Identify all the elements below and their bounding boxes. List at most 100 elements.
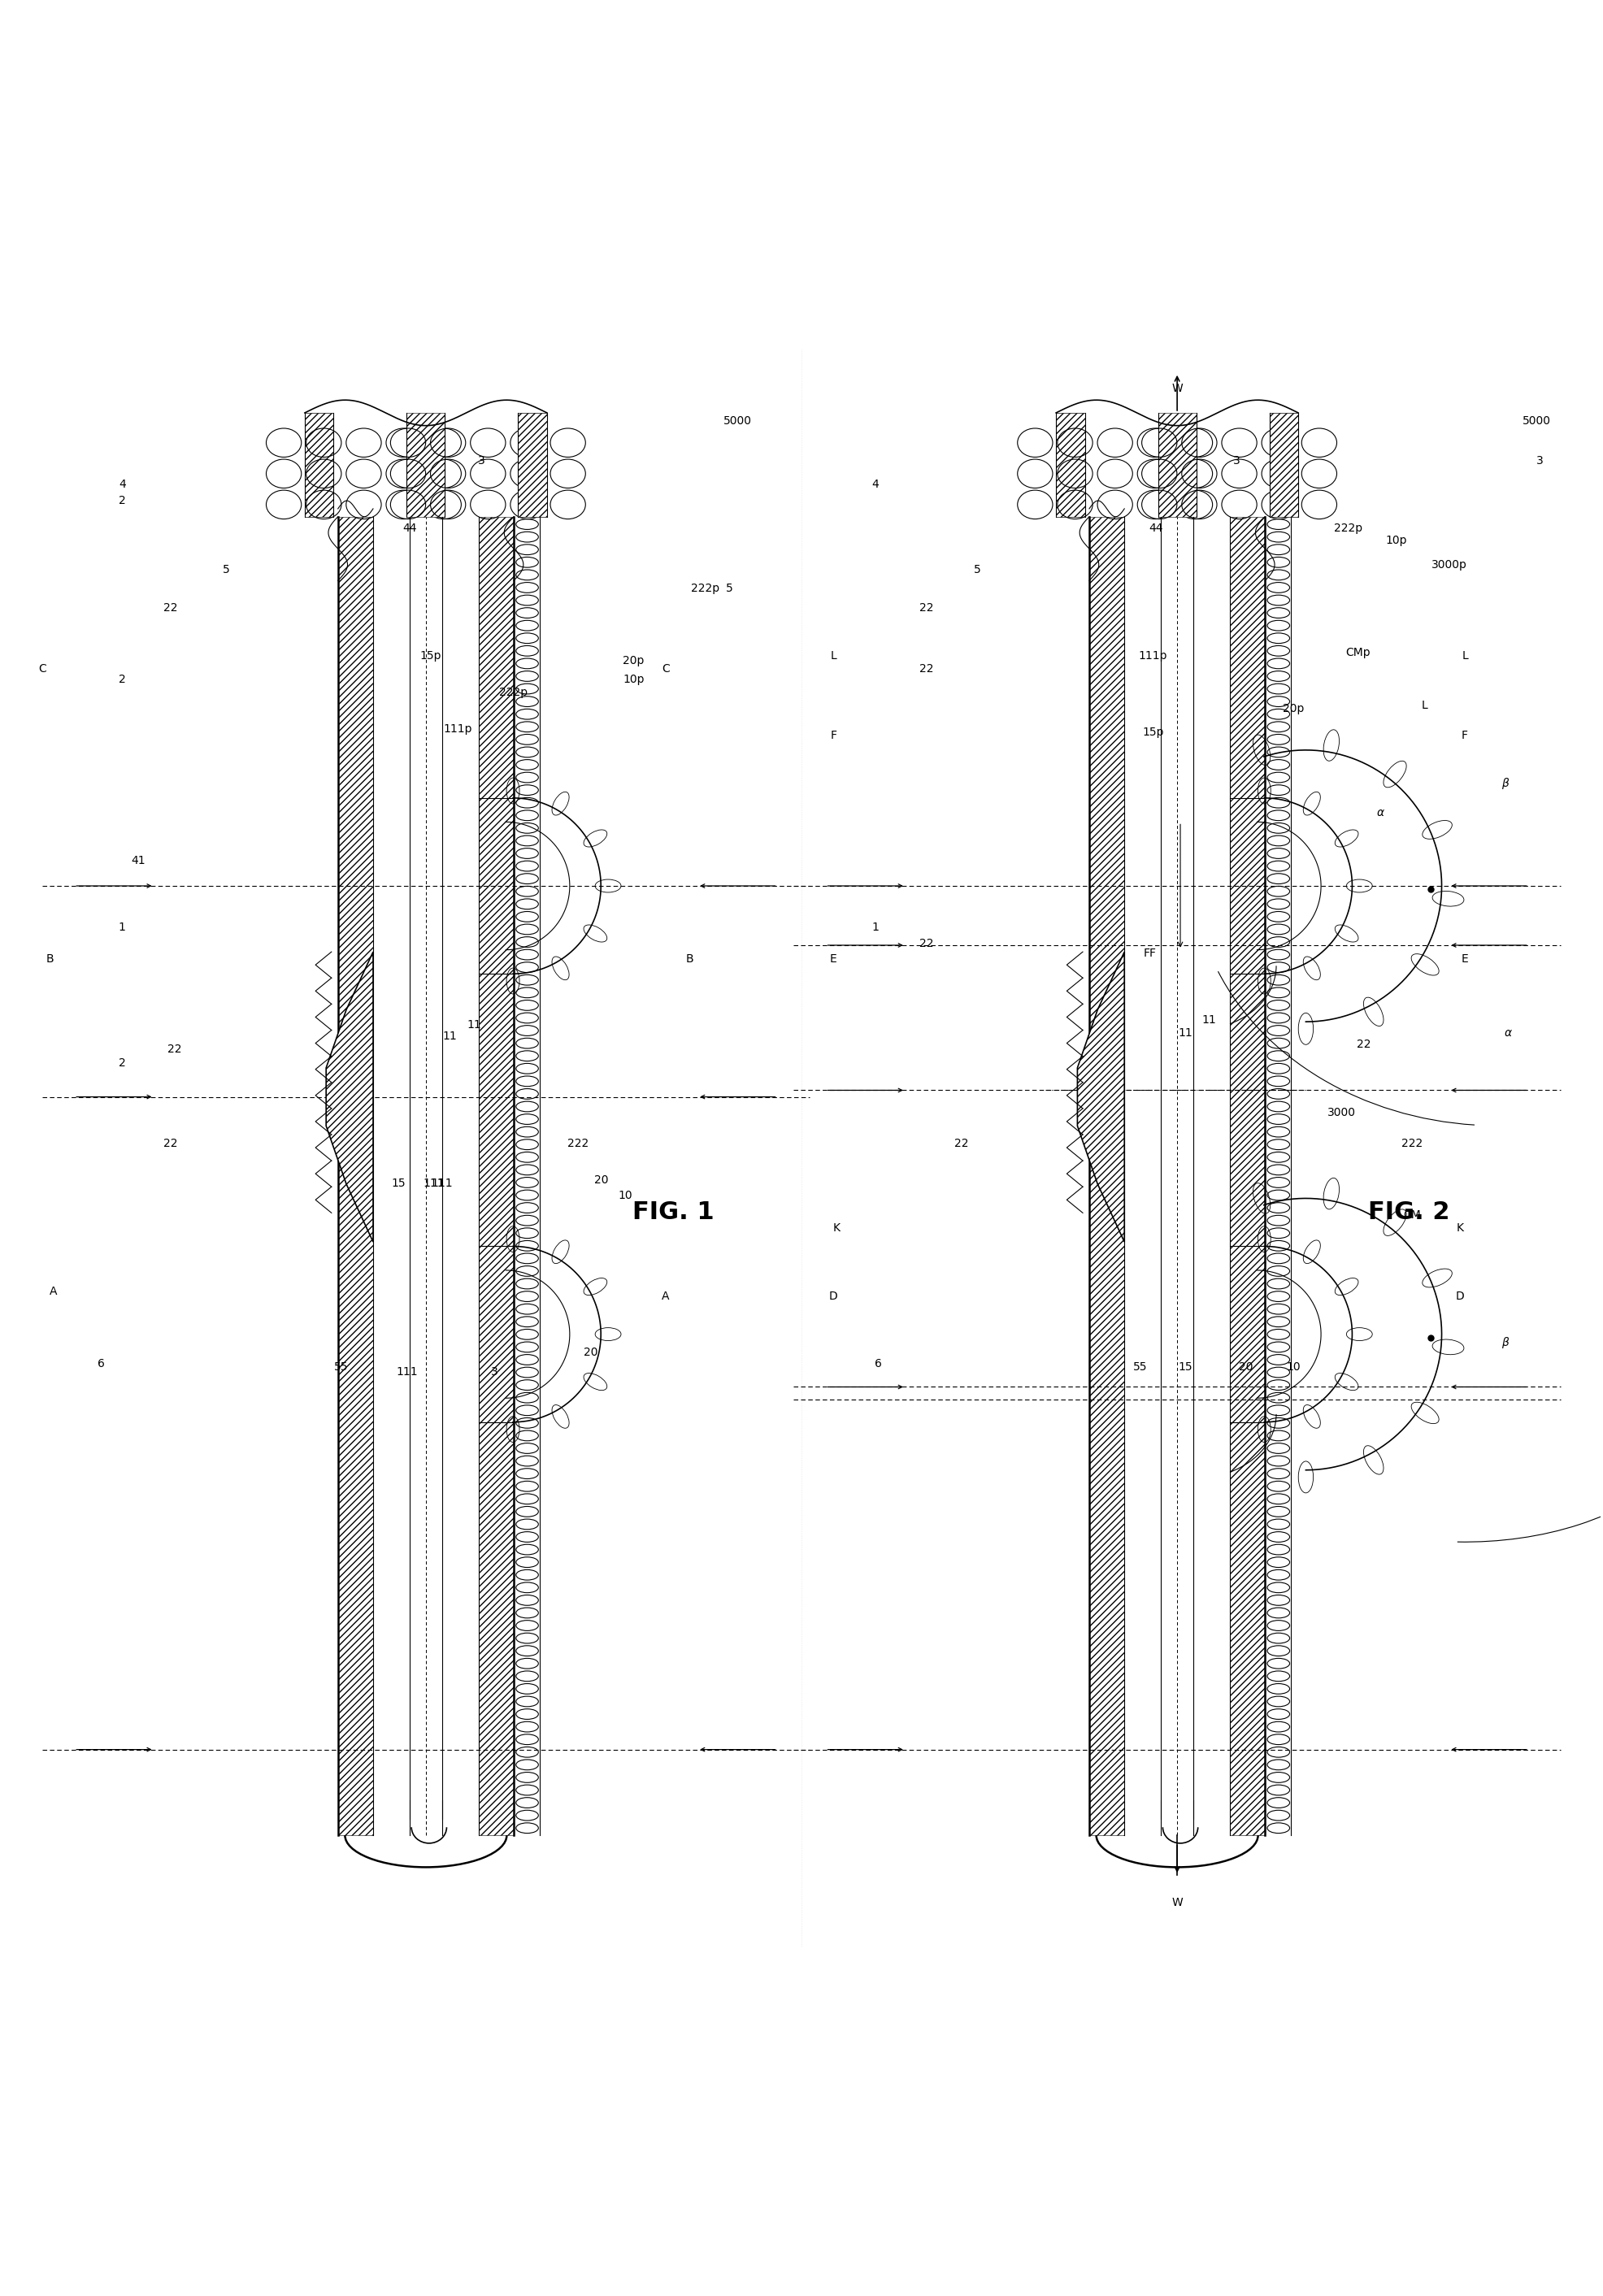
Text: 22: 22	[1358, 1038, 1371, 1049]
Text: C: C	[38, 664, 46, 675]
Text: 222p: 222p	[500, 687, 527, 698]
Polygon shape	[1077, 953, 1124, 1242]
Text: CMp: CMp	[1345, 647, 1371, 659]
Text: B: B	[686, 953, 694, 964]
Text: 3: 3	[1536, 455, 1544, 466]
Text: 2: 2	[119, 1058, 125, 1070]
Text: 3: 3	[478, 455, 486, 466]
Text: 15p: 15p	[420, 650, 441, 661]
Bar	[1056, 413, 1085, 517]
Text: 4: 4	[872, 480, 878, 491]
Text: 111p: 111p	[444, 723, 473, 735]
Bar	[518, 413, 547, 517]
Text: 222p: 222p	[691, 583, 720, 595]
Text: 222p: 222p	[1334, 521, 1363, 533]
Text: 222: 222	[1401, 1137, 1423, 1148]
Bar	[407, 413, 446, 517]
Text: K: K	[1457, 1221, 1464, 1233]
Text: 44: 44	[402, 521, 417, 533]
Text: 111: 111	[431, 1178, 452, 1189]
Text: β: β	[1502, 778, 1508, 790]
Bar	[1230, 517, 1265, 1835]
Text: 20: 20	[583, 1348, 598, 1359]
Bar	[479, 517, 515, 1835]
Text: 20: 20	[1239, 1362, 1254, 1373]
Text: 22: 22	[164, 1137, 178, 1148]
Text: 2: 2	[119, 675, 125, 687]
Text: 11: 11	[1202, 1015, 1217, 1026]
Text: 10: 10	[1287, 1362, 1302, 1373]
Text: 10: 10	[619, 1189, 633, 1201]
Text: 22: 22	[919, 937, 933, 948]
Text: 10p: 10p	[1385, 535, 1407, 546]
Text: 11: 11	[1178, 1026, 1193, 1038]
Text: 11: 11	[466, 1019, 481, 1031]
Text: 55: 55	[1133, 1362, 1148, 1373]
Text: FIG. 1: FIG. 1	[633, 1201, 715, 1224]
Text: 22: 22	[164, 602, 178, 613]
Text: W: W	[1172, 383, 1183, 395]
Text: C: C	[662, 664, 670, 675]
Text: 41: 41	[131, 854, 146, 866]
Text: 6: 6	[98, 1357, 104, 1368]
Text: 5: 5	[726, 583, 733, 595]
Text: F: F	[1462, 730, 1468, 742]
Polygon shape	[325, 953, 373, 1242]
Text: 222: 222	[567, 1137, 588, 1148]
Text: E: E	[830, 953, 837, 964]
Text: D: D	[1456, 1290, 1465, 1302]
Text: 5000: 5000	[1523, 416, 1552, 427]
Text: 55: 55	[333, 1362, 348, 1373]
Text: 20: 20	[595, 1173, 609, 1185]
Text: 1: 1	[119, 921, 125, 932]
Text: 11: 11	[442, 1031, 457, 1042]
Text: 10p: 10p	[624, 675, 644, 687]
Text: 1: 1	[872, 921, 878, 932]
Text: L: L	[1422, 700, 1428, 712]
Text: CM: CM	[1403, 1210, 1420, 1221]
Text: F: F	[830, 730, 837, 742]
Text: 20p: 20p	[624, 654, 644, 666]
Text: 15: 15	[1178, 1362, 1193, 1373]
Text: 20p: 20p	[1282, 703, 1305, 714]
Text: E: E	[1462, 953, 1468, 964]
Bar	[1270, 413, 1298, 517]
Text: 111: 111	[423, 1178, 444, 1189]
Text: 15p: 15p	[1143, 728, 1164, 737]
Text: β: β	[1502, 1336, 1508, 1348]
Text: A: A	[662, 1290, 670, 1302]
Text: B: B	[46, 953, 55, 964]
Text: 4: 4	[119, 480, 125, 491]
Text: A: A	[50, 1286, 58, 1297]
Text: K: K	[834, 1221, 840, 1233]
Text: 44: 44	[1149, 521, 1164, 533]
Bar	[305, 413, 333, 517]
Text: 111p: 111p	[1138, 650, 1167, 661]
Text: 3000p: 3000p	[1431, 558, 1467, 569]
Text: 22: 22	[954, 1137, 968, 1148]
Text: D: D	[829, 1290, 838, 1302]
Text: α: α	[1377, 806, 1383, 817]
Text: FIG. 2: FIG. 2	[1367, 1201, 1449, 1224]
Text: 22: 22	[168, 1042, 183, 1054]
Text: α: α	[1504, 1026, 1512, 1038]
Text: 5000: 5000	[723, 416, 752, 427]
Text: L: L	[1462, 650, 1468, 661]
Text: 5: 5	[973, 565, 981, 574]
Bar	[338, 517, 373, 1835]
Text: FF: FF	[1143, 948, 1156, 960]
Text: W: W	[1172, 1896, 1183, 1908]
Bar	[1088, 517, 1124, 1835]
Bar	[1157, 413, 1196, 517]
Text: 15: 15	[391, 1178, 406, 1189]
Text: 2: 2	[119, 496, 125, 507]
Text: 6: 6	[875, 1357, 882, 1368]
Text: L: L	[830, 650, 837, 661]
Text: 3: 3	[491, 1366, 499, 1378]
Text: 3000: 3000	[1327, 1107, 1356, 1118]
Text: 5: 5	[223, 565, 229, 574]
Text: 111: 111	[396, 1366, 417, 1378]
Text: 3: 3	[1233, 455, 1239, 466]
Text: 22: 22	[919, 664, 933, 675]
Text: 22: 22	[919, 602, 933, 613]
